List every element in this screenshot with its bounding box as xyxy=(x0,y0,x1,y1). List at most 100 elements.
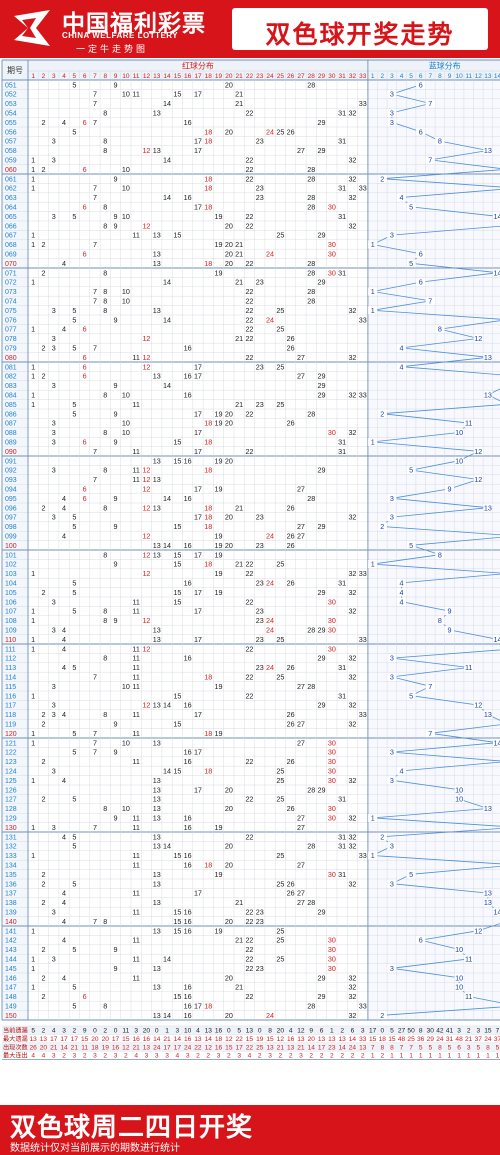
period-label: 107 xyxy=(5,609,17,616)
period-label: 075 xyxy=(5,308,17,315)
red-ball-number: 16 xyxy=(184,823,192,832)
red-ball-number: 6 xyxy=(83,203,87,212)
blue-ball-bg xyxy=(387,90,397,99)
red-ball-number: 32 xyxy=(348,879,356,888)
blue-ball-bg xyxy=(492,635,500,644)
blue-ball-number: 7 xyxy=(428,729,432,738)
red-ball-number: 17 xyxy=(194,1002,202,1011)
red-col-header: 29 xyxy=(318,73,326,80)
red-ball-number: 17 xyxy=(194,635,202,644)
period-label: 106 xyxy=(5,599,17,606)
stat-red-value: 3 xyxy=(186,1053,190,1060)
blue-ball-bg xyxy=(396,193,407,202)
red-ball-number: 1 xyxy=(31,851,35,860)
blue-ball-number: 10 xyxy=(455,785,463,794)
stat-red-value: 21 xyxy=(163,1036,171,1043)
red-ball-number: 10 xyxy=(122,738,130,747)
stat-blue-value: 1 xyxy=(467,1053,471,1060)
red-ball-number: 5 xyxy=(72,945,76,954)
stat-red-value: 33 xyxy=(359,1036,367,1043)
red-ball-number: 10 xyxy=(122,428,130,437)
red-ball-number: 29 xyxy=(318,626,326,635)
red-ball-number: 22 xyxy=(245,908,253,917)
red-ball-number: 17 xyxy=(194,710,202,719)
red-ball-number: 5 xyxy=(72,795,76,804)
red-ball-number: 29 xyxy=(318,785,326,794)
blue-ball-number: 11 xyxy=(465,992,472,1001)
red-ball-number: 21 xyxy=(235,250,243,259)
red-ball-number: 13 xyxy=(153,738,161,747)
red-ball-number: 11 xyxy=(132,757,139,766)
red-ball-number: 17 xyxy=(194,485,202,494)
red-ball-number: 2 xyxy=(41,503,45,512)
red-ball-number: 32 xyxy=(348,973,356,982)
stat-red-value: 2 xyxy=(279,1053,283,1060)
red-ball-number: 5 xyxy=(72,212,76,221)
blue-ball-number: 9 xyxy=(448,485,452,494)
lottery-logo-icon xyxy=(14,10,50,46)
blue-ball-bg xyxy=(483,898,493,907)
red-ball-number: 30 xyxy=(328,203,336,212)
red-ball-number: 3 xyxy=(52,710,56,719)
red-ball-number: 28 xyxy=(307,494,315,503)
period-label: 091 xyxy=(5,458,17,465)
stat-red-value: 2 xyxy=(340,1028,344,1035)
red-ball-number: 2 xyxy=(41,992,45,1001)
stat-red-value: 15 xyxy=(225,1044,233,1051)
stat-blue-value: 30 xyxy=(427,1028,435,1035)
stat-blue-value: 8 xyxy=(486,1044,490,1051)
red-ball-number: 8 xyxy=(103,466,107,475)
stat-red-value: 12 xyxy=(122,1044,130,1051)
red-ball-number: 1 xyxy=(31,231,35,240)
stat-blue-value: 1 xyxy=(448,1053,452,1060)
red-ball-number: 31 xyxy=(338,795,346,804)
stat-red-value: 1 xyxy=(165,1028,169,1035)
red-ball-number: 26 xyxy=(287,663,295,672)
red-ball-number: 30 xyxy=(328,767,336,776)
stat-blue-value: 5 xyxy=(428,1044,432,1051)
red-ball-number: 5 xyxy=(72,127,76,136)
red-ball-number: 3 xyxy=(52,344,56,353)
stat-red-value: 13 xyxy=(359,1044,367,1051)
period-label: 087 xyxy=(5,421,17,428)
period-label: 138 xyxy=(5,900,17,907)
stat-red-value: 26 xyxy=(29,1044,37,1051)
blue-ball-number: 5 xyxy=(409,466,413,475)
stat-blue-value: 2 xyxy=(380,1053,384,1060)
period-label: 051 xyxy=(5,82,17,89)
red-ball-number: 1 xyxy=(31,644,35,653)
stat-red-value: 3 xyxy=(134,1028,138,1035)
red-ball-number: 31 xyxy=(338,438,346,447)
red-ball-number: 23 xyxy=(256,278,264,287)
red-ball-number: 27 xyxy=(297,738,305,747)
blue-ball-bg xyxy=(483,390,493,399)
stat-red-value: 2 xyxy=(340,1053,344,1060)
period-label: 095 xyxy=(5,496,17,503)
period-label: 081 xyxy=(5,364,17,371)
red-ball-number: 9 xyxy=(114,221,118,230)
red-ball-number: 12 xyxy=(142,146,150,155)
red-ball-number: 14 xyxy=(163,541,171,550)
red-ball-number: 4 xyxy=(62,494,66,503)
red-ball-number: 27 xyxy=(297,720,305,729)
red-ball-number: 8 xyxy=(103,203,107,212)
stat-red-value: 14 xyxy=(205,1036,213,1043)
blue-ball-bg xyxy=(454,945,464,954)
period-label: 060 xyxy=(5,167,17,174)
red-ball-number: 28 xyxy=(307,193,315,202)
period-label: 117 xyxy=(5,703,16,710)
period-label: 136 xyxy=(5,881,17,888)
red-ball-number: 27 xyxy=(297,532,305,541)
red-ball-number: 27 xyxy=(297,814,305,823)
period-label: 129 xyxy=(5,816,17,823)
red-ball-number: 27 xyxy=(297,823,305,832)
red-ball-number: 24 xyxy=(266,626,274,635)
red-ball-number: 20 xyxy=(225,861,233,870)
red-ball-number: 19 xyxy=(215,870,223,879)
red-ball-number: 24 xyxy=(266,250,274,259)
blue-ball-bg xyxy=(387,108,397,117)
red-ball-number: 22 xyxy=(245,992,253,1001)
blue-ball-number: 2 xyxy=(380,409,384,418)
stat-red-value: 3 xyxy=(237,1053,241,1060)
stat-red-value: 5 xyxy=(31,1028,35,1035)
